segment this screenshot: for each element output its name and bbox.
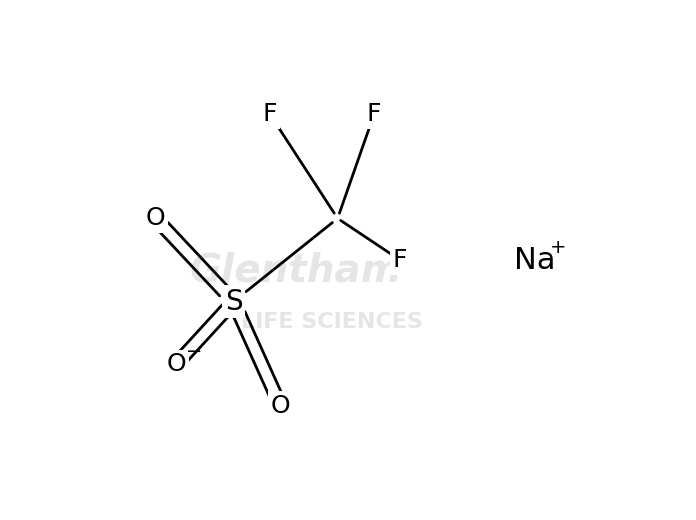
- Text: S: S: [225, 288, 242, 316]
- Text: F: F: [263, 102, 277, 126]
- Text: O: O: [166, 352, 187, 376]
- Text: F: F: [393, 248, 407, 272]
- Text: LIFE SCIENCES: LIFE SCIENCES: [242, 313, 423, 332]
- Text: Glentham: Glentham: [190, 251, 402, 290]
- Text: F: F: [367, 102, 381, 126]
- Text: +: +: [551, 238, 567, 256]
- Text: O: O: [271, 394, 290, 418]
- Text: Na: Na: [514, 245, 556, 275]
- Text: O: O: [145, 206, 166, 230]
- Text: −: −: [187, 342, 203, 360]
